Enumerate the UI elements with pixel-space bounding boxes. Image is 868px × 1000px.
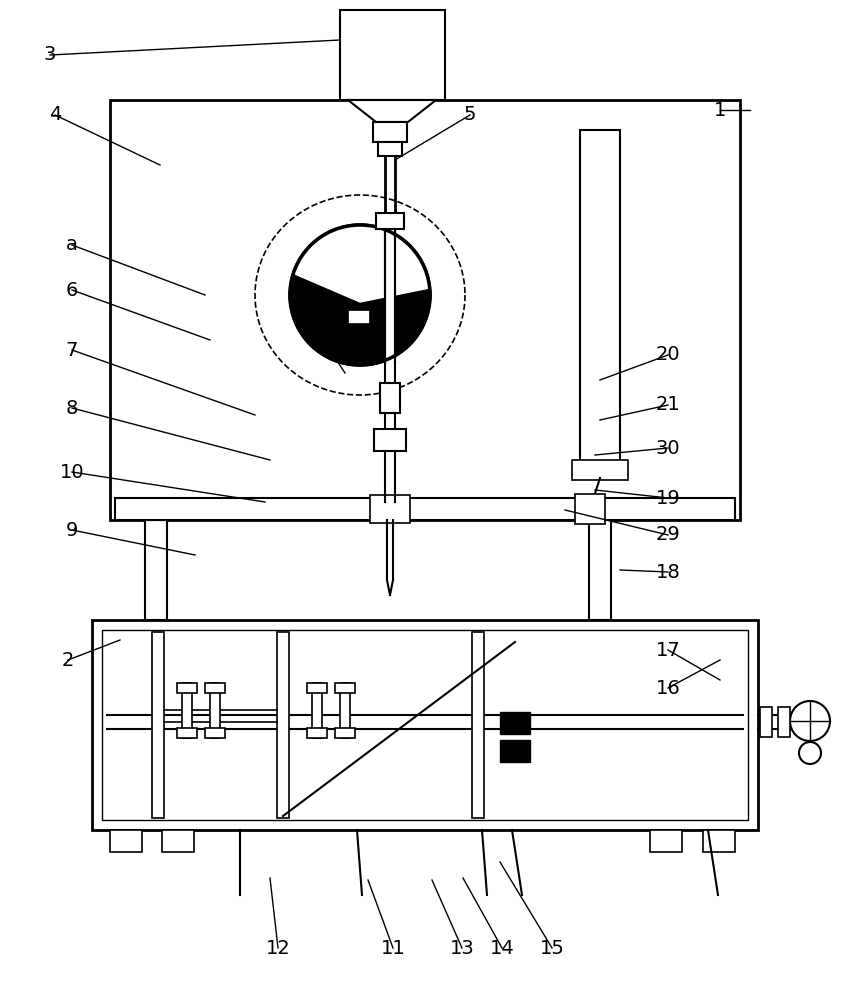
Text: 29: 29 [655, 526, 681, 544]
Text: 16: 16 [655, 678, 681, 698]
Bar [277, 632, 289, 818]
Bar [102, 630, 748, 820]
Text: 10: 10 [60, 462, 84, 482]
Bar [650, 830, 682, 852]
Bar [335, 728, 355, 738]
Bar [385, 227, 395, 363]
Text: 19: 19 [655, 488, 681, 508]
Bar [500, 740, 530, 762]
Text: 17: 17 [655, 641, 681, 660]
Bar [152, 632, 164, 818]
Bar [380, 383, 400, 413]
Text: 1: 1 [713, 101, 727, 119]
Polygon shape [293, 225, 430, 302]
Circle shape [799, 742, 821, 764]
Bar [572, 460, 628, 480]
Bar [340, 683, 350, 738]
Text: 7: 7 [66, 340, 78, 360]
Text: 21: 21 [655, 395, 681, 414]
Bar [307, 683, 327, 693]
Bar [378, 142, 402, 156]
Text: 30: 30 [655, 438, 681, 458]
Bar [182, 683, 192, 738]
Text: 12: 12 [266, 938, 291, 958]
Text: 20: 20 [655, 346, 681, 364]
Bar [162, 830, 194, 852]
Circle shape [790, 701, 830, 741]
Bar [307, 728, 327, 738]
Bar [312, 683, 322, 738]
Bar [205, 683, 225, 693]
Bar [760, 707, 772, 737]
Text: 13: 13 [450, 938, 475, 958]
Text: 4: 4 [49, 105, 61, 124]
Bar [472, 632, 484, 818]
Bar [373, 122, 407, 142]
Bar [500, 712, 530, 734]
Circle shape [290, 225, 430, 365]
Text: 8: 8 [66, 398, 78, 418]
Bar [210, 683, 220, 738]
Text: 2: 2 [62, 650, 74, 670]
Text: 6: 6 [66, 280, 78, 300]
Text: 14: 14 [490, 938, 515, 958]
Bar [177, 683, 197, 693]
Bar [205, 728, 225, 738]
Bar [177, 728, 197, 738]
Text: 15: 15 [540, 938, 564, 958]
Bar [110, 830, 142, 852]
Text: 3: 3 [43, 45, 56, 64]
Polygon shape [348, 100, 436, 122]
Bar [145, 520, 167, 620]
Bar [348, 310, 370, 324]
Text: 9: 9 [66, 520, 78, 540]
Bar [575, 494, 605, 524]
Bar [374, 429, 406, 451]
Polygon shape [290, 273, 430, 365]
Bar [92, 620, 758, 830]
Bar [376, 213, 404, 229]
Text: 11: 11 [381, 938, 405, 958]
Bar [580, 130, 620, 470]
Bar [115, 498, 735, 520]
Bar [335, 683, 355, 693]
Text: a: a [66, 235, 78, 254]
Bar [589, 520, 611, 620]
Bar [778, 707, 790, 737]
Bar [110, 100, 740, 520]
Bar [703, 830, 735, 852]
Text: 5: 5 [464, 105, 477, 124]
Text: 18: 18 [655, 562, 681, 582]
Bar [370, 495, 410, 523]
Bar [340, 10, 445, 100]
